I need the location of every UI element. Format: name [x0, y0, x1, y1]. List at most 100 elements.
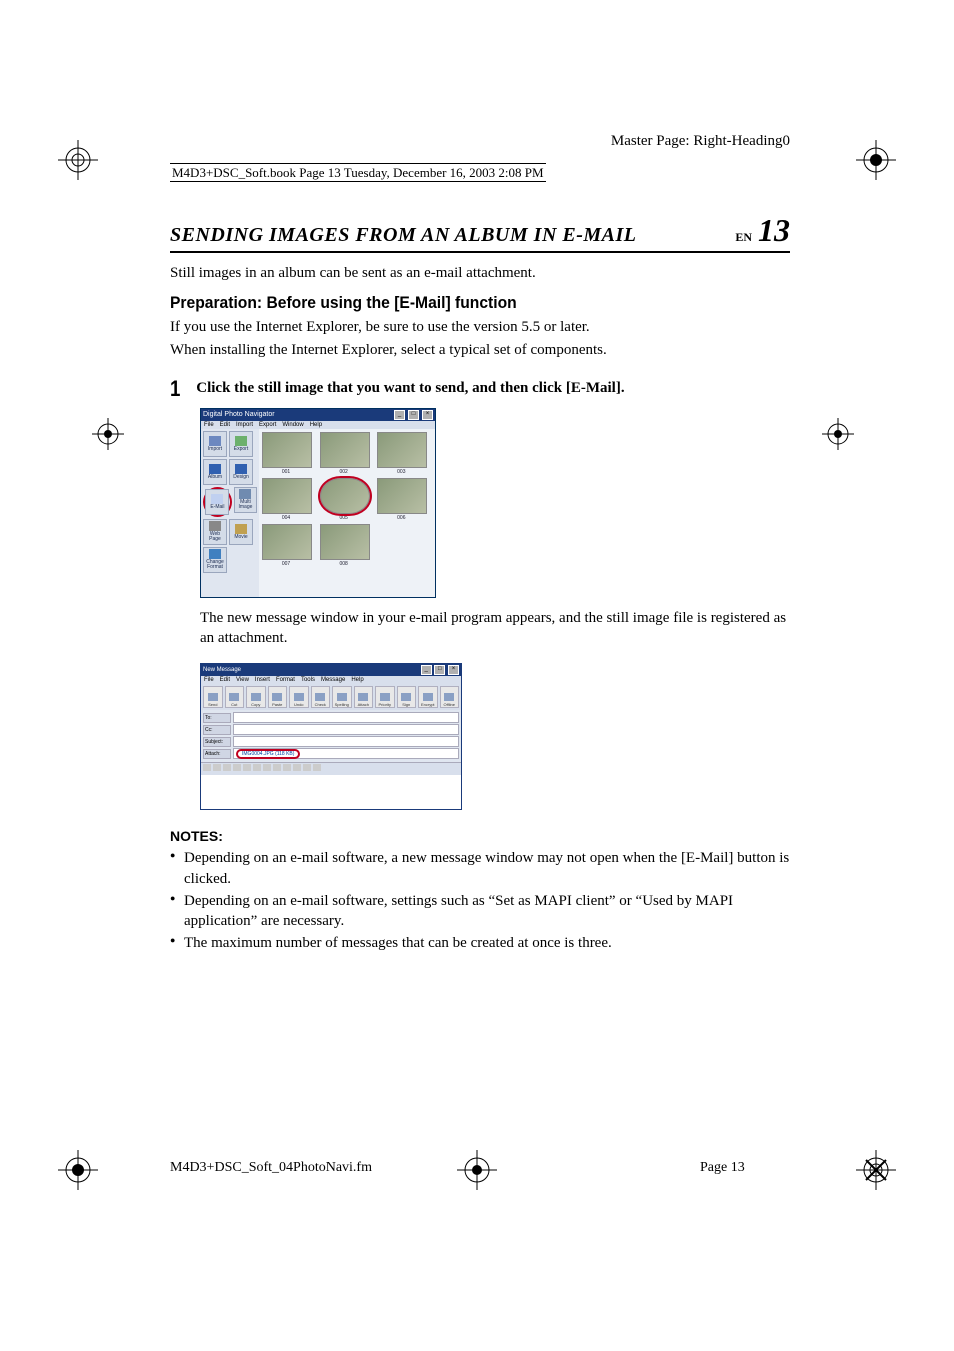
- maximize-icon[interactable]: □: [434, 665, 445, 675]
- mail-menu-edit[interactable]: Edit: [220, 677, 230, 683]
- album-sidebar: Import Export Album Design E-Mail Multi …: [201, 429, 259, 597]
- mail-to-label[interactable]: To:: [203, 713, 231, 723]
- thumb-004-label: 004: [262, 515, 310, 521]
- mail-menu-file[interactable]: File: [204, 677, 214, 683]
- tool-import[interactable]: Import: [203, 431, 227, 457]
- window-controls[interactable]: _ □ ×: [393, 410, 433, 420]
- format-icon[interactable]: [213, 764, 221, 771]
- mail-attach-field[interactable]: IMG0004.JPG (118 KB): [233, 748, 459, 759]
- reg-mark-top-right: [856, 140, 896, 180]
- thumb-002[interactable]: 002: [320, 432, 368, 475]
- format-icon[interactable]: [233, 764, 241, 771]
- mail-menu-view[interactable]: View: [236, 677, 249, 683]
- mail-cc-label[interactable]: Cc:: [203, 725, 231, 735]
- mail-menu-help[interactable]: Help: [351, 677, 363, 683]
- minimize-icon[interactable]: _: [394, 410, 405, 420]
- menu-export[interactable]: Export: [259, 422, 276, 428]
- menu-edit[interactable]: Edit: [220, 422, 230, 428]
- format-icon[interactable]: [283, 764, 291, 771]
- format-icon[interactable]: [203, 764, 211, 771]
- thumb-006[interactable]: 006: [377, 478, 425, 521]
- mail-menu-message[interactable]: Message: [321, 677, 345, 683]
- mail-format-bar[interactable]: [201, 762, 461, 775]
- thumb-002-label: 002: [320, 469, 368, 475]
- tool-multi[interactable]: Multi Image: [234, 487, 257, 513]
- format-icon[interactable]: [223, 764, 231, 771]
- album-icon: [209, 464, 221, 474]
- tool-webpage[interactable]: Web Page: [203, 519, 227, 545]
- webpage-icon: [209, 521, 221, 531]
- format-icon[interactable]: [303, 764, 311, 771]
- thumb-008[interactable]: 008: [320, 524, 368, 567]
- thumb-003-label: 003: [377, 469, 425, 475]
- album-app-window: Digital Photo Navigator _ □ × File Edit …: [200, 408, 436, 598]
- maximize-icon[interactable]: □: [408, 410, 419, 420]
- minimize-icon[interactable]: _: [421, 665, 432, 675]
- mail-tool-attach[interactable]: Attach: [354, 686, 374, 708]
- mail-menu-bar[interactable]: File Edit View Insert Format Tools Messa…: [201, 676, 461, 684]
- tool-design[interactable]: Design: [229, 459, 253, 485]
- mail-tool-undo[interactable]: Undo: [289, 686, 309, 708]
- thumb-001[interactable]: 001: [262, 432, 310, 475]
- menu-help[interactable]: Help: [310, 422, 322, 428]
- format-icon[interactable]: [273, 764, 281, 771]
- mail-tool-send[interactable]: Send: [203, 686, 223, 708]
- mail-tool-offline[interactable]: Offline: [440, 686, 460, 708]
- tool-export[interactable]: Export: [229, 431, 253, 457]
- note-item-3: The maximum number of messages that can …: [170, 933, 790, 953]
- album-body: Import Export Album Design E-Mail Multi …: [201, 429, 435, 597]
- offline-icon: [444, 693, 454, 701]
- tool-email[interactable]: E-Mail: [205, 489, 229, 515]
- thumb-007[interactable]: 007: [262, 524, 310, 567]
- mail-menu-tools[interactable]: Tools: [301, 677, 315, 683]
- album-title-bar[interactable]: Digital Photo Navigator _ □ ×: [201, 409, 435, 421]
- mail-subject-input[interactable]: [233, 736, 459, 747]
- menu-import[interactable]: Import: [236, 422, 253, 428]
- tool-album[interactable]: Album: [203, 459, 227, 485]
- close-icon[interactable]: ×: [422, 410, 433, 420]
- mail-cc-input[interactable]: [233, 724, 459, 735]
- mail-tool-check[interactable]: Check: [311, 686, 331, 708]
- menu-file[interactable]: File: [204, 422, 214, 428]
- tool-change-format[interactable]: Change Format: [203, 547, 227, 573]
- thumb-007-label: 007: [262, 561, 310, 567]
- menu-window[interactable]: Window: [282, 422, 303, 428]
- format-icon[interactable]: [313, 764, 321, 771]
- mail-tool-attach-label: Attach: [358, 702, 369, 707]
- mail-menu-format[interactable]: Format: [276, 677, 295, 683]
- reg-mark-bottom-left: [58, 1150, 98, 1190]
- mail-tool-spelling[interactable]: Spelling: [332, 686, 352, 708]
- language-label: EN: [735, 230, 752, 245]
- mail-title-bar[interactable]: New Message _ □ ×: [201, 664, 461, 676]
- mail-menu-insert[interactable]: Insert: [255, 677, 270, 683]
- format-icon[interactable]: [293, 764, 301, 771]
- tool-design-label: Design: [233, 475, 249, 480]
- mail-tool-cut[interactable]: Cut: [225, 686, 245, 708]
- footer-right: Page 13: [700, 1160, 745, 1176]
- reg-mark-top-left: [58, 140, 98, 180]
- mail-toolbar[interactable]: Send Cut Copy Paste Undo Check Spelling …: [201, 684, 461, 710]
- mail-tool-paste[interactable]: Paste: [268, 686, 288, 708]
- mail-tool-priority[interactable]: Priority: [375, 686, 395, 708]
- check-icon: [315, 693, 325, 701]
- close-icon[interactable]: ×: [448, 665, 459, 675]
- tool-change-label: Change Format: [204, 560, 226, 570]
- multi-icon: [239, 489, 251, 499]
- mail-tool-sign[interactable]: Sign: [397, 686, 417, 708]
- mail-attach-pill[interactable]: IMG0004.JPG (118 KB): [236, 749, 300, 759]
- format-icon[interactable]: [253, 764, 261, 771]
- thumb-004[interactable]: 004: [262, 478, 310, 521]
- mail-tool-encrypt[interactable]: Encrypt: [418, 686, 438, 708]
- thumb-003[interactable]: 003: [377, 432, 425, 475]
- format-icon[interactable]: [243, 764, 251, 771]
- mail-tool-copy[interactable]: Copy: [246, 686, 266, 708]
- format-icon[interactable]: [263, 764, 271, 771]
- album-menu-bar[interactable]: File Edit Import Export Window Help: [201, 421, 435, 429]
- tool-movie[interactable]: Movie: [229, 519, 253, 545]
- master-page-label: Master Page: Right-Heading0: [570, 133, 790, 150]
- mail-window-controls[interactable]: _ □ ×: [420, 665, 459, 675]
- thumb-005[interactable]: 005: [320, 478, 368, 521]
- mail-to-input[interactable]: [233, 712, 459, 723]
- mail-body-input[interactable]: [201, 775, 461, 809]
- cut-icon: [229, 693, 239, 701]
